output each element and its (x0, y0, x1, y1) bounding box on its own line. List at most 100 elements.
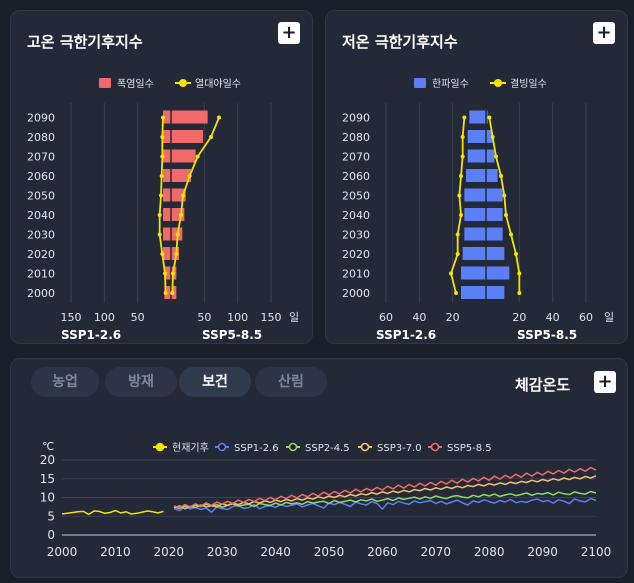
y-tick-label-2030: 2030 (342, 229, 370, 242)
y-tick-label-2040: 2040 (342, 209, 370, 222)
line-point (159, 193, 163, 198)
line-point (209, 135, 213, 139)
tab-health[interactable]: 보건 (179, 367, 251, 397)
bottom-add-button[interactable]: + (594, 371, 616, 393)
y-tick-label-2060: 2060 (27, 170, 55, 183)
line-point (195, 154, 200, 159)
x-tick-label: 2090 (527, 545, 558, 559)
legend-label-1: 열대야일수 (195, 78, 241, 90)
bar-left-2070 (467, 149, 486, 163)
x-tick-right: 50 (197, 311, 211, 324)
y-tick-label: 5 (47, 509, 55, 523)
tab-forestry[interactable]: 산림 (255, 367, 327, 397)
y-axis-unit: ℃ (42, 440, 54, 453)
line-point (157, 213, 162, 217)
line-point (455, 252, 460, 256)
bar-right-2020 (486, 247, 505, 260)
bar-left-2060 (466, 169, 486, 182)
bar-left-2000 (461, 286, 486, 299)
y-tick-label-2010: 2010 (27, 268, 55, 281)
line-point (160, 135, 165, 139)
y-tick-label: 10 (40, 491, 55, 505)
line-point (457, 193, 462, 198)
x-tick-label: 2060 (367, 545, 398, 559)
series-line-SSP1-2.6 (173, 497, 597, 513)
bar-left-2040 (464, 208, 486, 221)
legend-marker-4 (430, 442, 440, 452)
x-tick-label: 2010 (100, 545, 131, 559)
y-tick-label-2070: 2070 (27, 151, 55, 164)
x-tick-label: 2070 (421, 545, 452, 559)
y-tick-label-2020: 2020 (27, 248, 55, 261)
line-point (157, 232, 162, 237)
line-left (158, 117, 167, 294)
line-point (187, 174, 192, 178)
bar-left-2090 (163, 110, 171, 124)
line-point (159, 174, 164, 178)
x-tick-label: 2100 (581, 545, 612, 559)
y-tick-label-2050: 2050 (27, 190, 55, 203)
bar-right-2080 (486, 130, 493, 143)
line-point (462, 115, 467, 120)
line-point (460, 135, 465, 139)
line-point (174, 252, 179, 256)
legend-marker-0 (155, 442, 165, 452)
line-point (171, 271, 175, 276)
line-point (161, 115, 165, 120)
cold-butterfly-chart: 한파일수 결빙일수20002010202020302040205020602070… (342, 78, 614, 342)
x-tick-label: 2040 (260, 545, 291, 559)
line-point (487, 115, 492, 120)
x-tick-label: 2030 (207, 545, 238, 559)
y-tick-label-2030: 2030 (27, 229, 55, 242)
line-point (163, 271, 167, 276)
x-tick-left: 100 (94, 311, 115, 324)
line-left (450, 117, 466, 294)
heat-add-button[interactable]: + (278, 22, 300, 44)
line-point (459, 174, 463, 178)
x-tick-label: 2050 (314, 545, 345, 559)
x-unit: 일 (604, 310, 614, 324)
x-tick-right: 100 (227, 311, 248, 324)
y-tick-label-2010: 2010 (342, 268, 370, 281)
line-point (455, 232, 460, 237)
line-point (160, 252, 165, 256)
cold-add-button[interactable]: + (593, 22, 615, 44)
line-point (170, 291, 175, 295)
bar-left-2050 (163, 188, 171, 202)
scenario-left-label: SSP1-2.6 (376, 328, 436, 342)
bar-right-2000 (486, 286, 505, 299)
x-tick-right: 40 (546, 311, 560, 324)
x-tick-left: 50 (131, 311, 145, 324)
tab-disaster-prevention[interactable]: 방재 (105, 367, 177, 397)
bar-left-2070 (163, 149, 171, 163)
line-point (509, 232, 513, 237)
bar-left-2060 (163, 169, 171, 182)
bar-right-2030 (486, 227, 503, 241)
line-point (179, 213, 183, 217)
tab-agriculture[interactable]: 농업 (31, 367, 99, 397)
y-tick-label-2020: 2020 (342, 248, 370, 261)
x-tick-right: 150 (261, 311, 282, 324)
scenario-right-label: SSP5-8.5 (202, 328, 262, 342)
line-point (175, 232, 180, 237)
bar-right-2080 (171, 130, 203, 143)
bar-left-2020 (163, 247, 171, 260)
line-point (459, 213, 463, 217)
line-point (517, 291, 522, 295)
y-tick-label: 15 (40, 472, 55, 486)
series-line-SSP3-7.0 (173, 475, 597, 510)
bar-left-2040 (163, 208, 171, 221)
bar-left-2050 (464, 188, 486, 202)
bar-left-2080 (163, 130, 171, 143)
heat-butterfly-chart: 폭염일수 열대야일수 2000 2010 2020 2030 2040 2050 2060 207… (27, 78, 299, 342)
bottom-panel: 농업 방재 보건 산림 체감온도 + (10, 358, 628, 578)
x-tick-label: 2000 (47, 545, 78, 559)
legend-label-2: SSP2-4.5 (305, 443, 350, 454)
bar-left-2030 (163, 227, 171, 241)
bar-right-2040 (486, 208, 503, 221)
y-tick-label-2000: 2000 (342, 287, 370, 300)
line-point (460, 154, 465, 159)
line-point (181, 193, 185, 198)
legend-label-1: SSP1-2.6 (234, 443, 279, 454)
line-point (502, 193, 507, 198)
